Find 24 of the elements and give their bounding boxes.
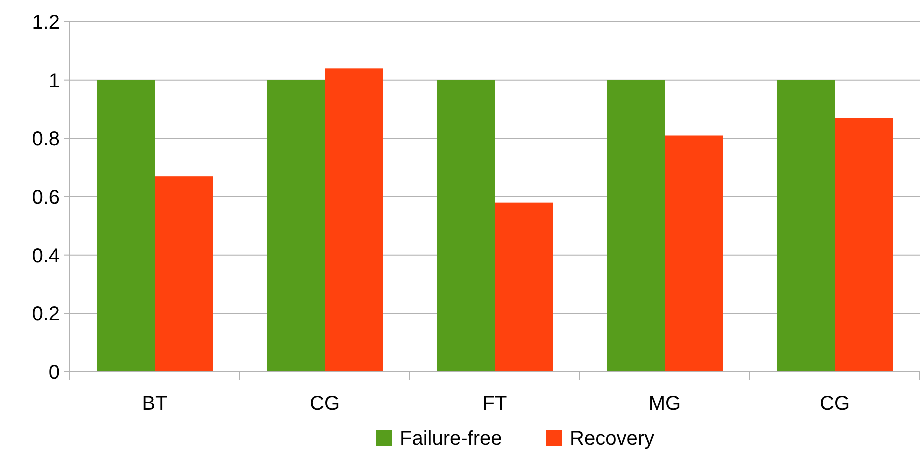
bar: [266, 80, 325, 372]
bar: [155, 176, 214, 372]
y-tick-label: 0.8: [32, 128, 60, 151]
x-tick-label: MG: [648, 393, 682, 415]
bar: [776, 80, 835, 372]
x-tick-label: FT: [482, 393, 508, 415]
y-tick-label: 0.4: [32, 245, 60, 268]
x-tick-label: CG: [310, 393, 340, 415]
y-tick-label: 1.2: [32, 12, 60, 34]
y-tick-label: 0.2: [32, 304, 60, 326]
bar: [325, 68, 384, 372]
bar: [665, 136, 724, 372]
bar: [495, 202, 554, 372]
y-tick-label: 1: [48, 70, 60, 92]
legend-label: Recovery: [570, 428, 654, 450]
y-tick-label: 0.6: [32, 187, 60, 209]
bar: [436, 80, 495, 372]
legend-label: Failure-free: [400, 428, 502, 450]
y-tick-label: 0: [48, 362, 60, 384]
x-tick-label: BT: [142, 393, 168, 415]
bar: [835, 118, 894, 372]
x-tick-label: CG: [820, 393, 850, 415]
bar: [96, 80, 155, 372]
bar: [606, 80, 665, 372]
